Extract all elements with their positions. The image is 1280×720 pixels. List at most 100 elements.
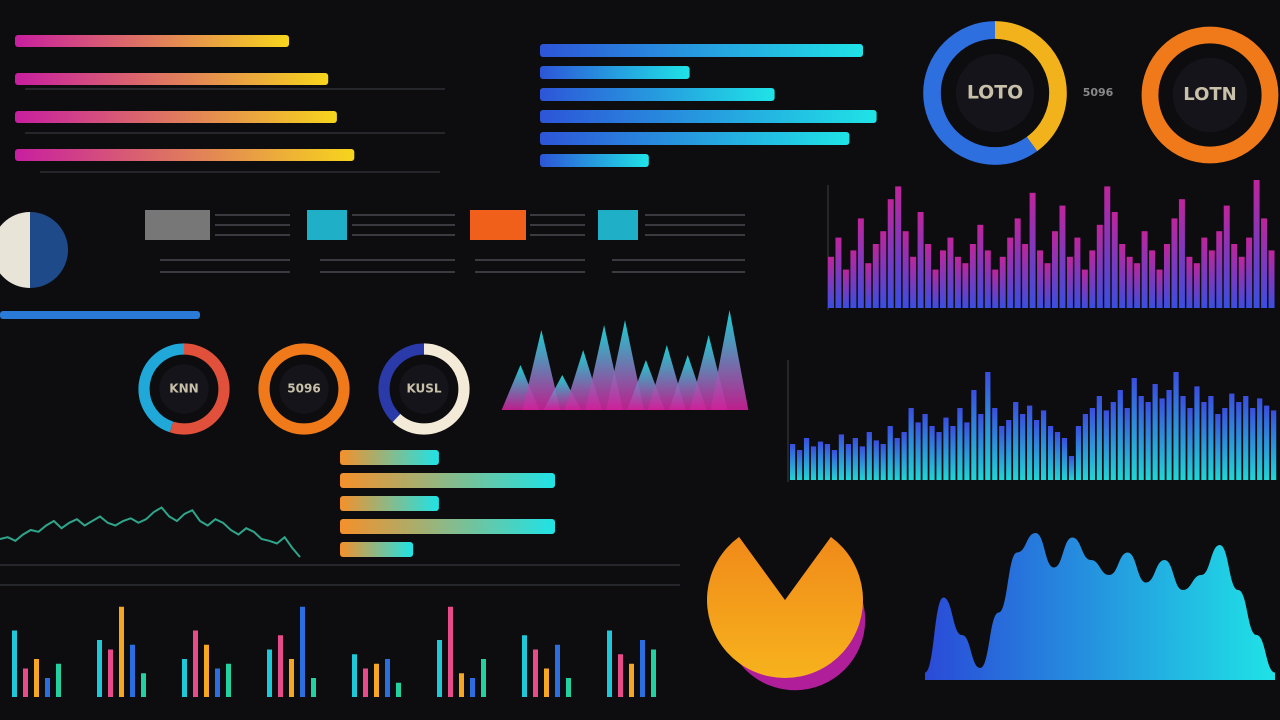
bar <box>540 154 649 167</box>
bar <box>618 654 623 697</box>
bar <box>448 606 453 697</box>
decor <box>0 88 829 586</box>
bar <box>950 426 956 480</box>
bar <box>1007 237 1014 308</box>
bar <box>1059 205 1066 308</box>
bar <box>311 678 316 697</box>
bar <box>1159 398 1165 480</box>
peak <box>522 330 561 410</box>
bar <box>289 659 294 697</box>
bar <box>1180 396 1186 480</box>
bar <box>566 678 571 697</box>
pie-gap <box>739 522 831 600</box>
donut-segment <box>923 21 1067 165</box>
bar <box>790 444 796 480</box>
bar <box>12 630 17 697</box>
bar <box>1187 408 1193 480</box>
bar <box>1013 402 1019 480</box>
bar <box>842 269 849 308</box>
bar <box>1231 244 1238 308</box>
bar <box>915 422 921 480</box>
bar <box>894 438 900 480</box>
bar <box>1236 402 1242 480</box>
donut-hole <box>955 53 1035 133</box>
bar <box>1243 396 1249 480</box>
bar <box>267 649 272 697</box>
bar <box>922 414 928 480</box>
bar <box>1119 244 1126 308</box>
bar <box>817 441 824 480</box>
bar <box>936 432 942 480</box>
bar <box>1075 426 1082 480</box>
bar <box>902 231 909 308</box>
bar <box>1110 402 1116 480</box>
bar <box>459 673 464 697</box>
bar <box>1006 420 1012 480</box>
bar <box>1208 396 1214 480</box>
bar <box>964 422 970 480</box>
bar <box>857 218 864 308</box>
donut-hole <box>279 364 329 414</box>
bar <box>640 640 645 697</box>
donut-label: KNN <box>169 382 198 396</box>
bar <box>1081 269 1088 308</box>
bar <box>1131 378 1137 480</box>
bar <box>540 66 690 79</box>
bar <box>932 269 939 308</box>
bar <box>1208 250 1215 308</box>
bar <box>978 414 984 480</box>
bar <box>873 440 879 480</box>
bar <box>300 606 305 697</box>
bar <box>947 237 954 308</box>
bar <box>470 678 475 697</box>
bar <box>850 250 857 308</box>
bar <box>917 212 924 308</box>
bar <box>607 630 612 697</box>
bar <box>555 644 560 697</box>
bar <box>15 149 355 161</box>
bar <box>831 450 838 480</box>
bar <box>45 678 50 697</box>
bar <box>1029 192 1036 308</box>
bar <box>1264 405 1270 480</box>
bar <box>1117 390 1123 480</box>
annotation: 5096 <box>1083 86 1114 99</box>
bar <box>1052 231 1058 308</box>
bar <box>1054 432 1061 480</box>
bar <box>828 256 834 308</box>
bar <box>1257 398 1263 480</box>
bar <box>15 73 329 85</box>
bar <box>984 250 991 308</box>
bar <box>908 408 914 480</box>
bar <box>962 263 969 308</box>
bar <box>1261 218 1268 308</box>
bar <box>193 630 198 697</box>
bar <box>1022 244 1029 308</box>
bar <box>374 663 379 697</box>
bar <box>1164 244 1170 308</box>
bar <box>544 668 549 697</box>
bar <box>23 668 28 697</box>
bar <box>340 473 555 488</box>
bar <box>1186 256 1193 308</box>
bar <box>15 111 337 123</box>
bar <box>1268 250 1275 308</box>
bar <box>540 44 863 57</box>
bar <box>954 256 961 308</box>
bar <box>1061 438 1068 480</box>
bar <box>56 663 61 697</box>
bar <box>481 659 486 697</box>
bar <box>992 408 998 480</box>
bar <box>925 244 932 308</box>
bar <box>910 256 917 308</box>
bar <box>182 659 187 697</box>
bar <box>141 673 146 697</box>
half-disc <box>30 212 68 288</box>
bar <box>845 444 851 480</box>
donut-label: LOTN <box>1183 84 1236 105</box>
bar <box>985 372 991 480</box>
bar <box>340 542 414 557</box>
bar <box>1229 393 1235 480</box>
donut-label: KUSL <box>406 382 441 396</box>
